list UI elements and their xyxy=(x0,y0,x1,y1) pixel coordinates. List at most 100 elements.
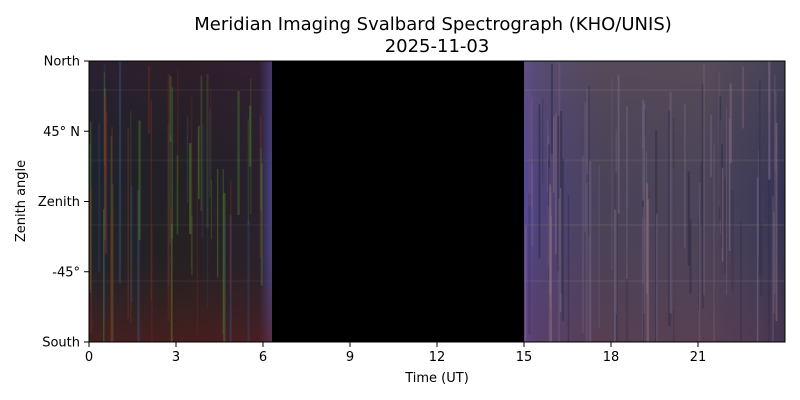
keogram-streak xyxy=(760,222,763,297)
keogram-streak xyxy=(531,163,534,247)
keogram-streak xyxy=(171,87,174,239)
keogram-streak xyxy=(547,144,550,207)
keogram-streak xyxy=(697,217,699,311)
keogram-streak xyxy=(189,143,192,235)
keogram-streak xyxy=(103,72,105,166)
keogram-band xyxy=(89,89,272,92)
keogram-streak xyxy=(646,199,650,342)
keogram-streak xyxy=(249,105,252,167)
keogram-streak xyxy=(718,72,720,207)
keogram-streak xyxy=(530,96,533,207)
keogram-streak xyxy=(190,97,193,269)
segment-keogram-0 xyxy=(89,61,272,342)
x-tick-label: 0 xyxy=(85,350,93,365)
keogram-streak xyxy=(103,217,105,321)
keogram-streak xyxy=(672,169,675,310)
keogram-streak xyxy=(201,123,204,239)
keogram-streak xyxy=(528,193,531,335)
keogram-streak xyxy=(772,195,774,342)
keogram-streak xyxy=(775,122,778,321)
keogram-streak xyxy=(259,115,262,259)
keogram-streak xyxy=(167,73,170,322)
keogram-band xyxy=(89,159,272,162)
keogram-streak xyxy=(719,96,722,221)
keogram-streak xyxy=(217,168,219,278)
keogram-streak xyxy=(739,221,742,342)
keogram-streak xyxy=(559,187,562,313)
segment-keogram-2 xyxy=(524,61,785,342)
keogram-streak xyxy=(689,219,692,294)
keogram-streak xyxy=(584,102,587,232)
keogram-streak xyxy=(700,161,703,227)
keogram-streak xyxy=(150,225,153,342)
keogram-streak xyxy=(229,215,232,342)
keogram-streak xyxy=(223,216,226,342)
keogram-streak xyxy=(655,130,658,342)
keogram-band xyxy=(524,89,785,92)
x-tick-label: 3 xyxy=(172,350,180,365)
keogram-streak xyxy=(546,120,549,193)
keogram-streak xyxy=(150,100,152,301)
keogram-streak xyxy=(538,104,541,259)
keogram-streak xyxy=(598,165,600,329)
keogram-streak xyxy=(90,188,93,334)
x-axis-label: Time (UT) xyxy=(404,371,469,386)
keogram-streak xyxy=(206,73,209,229)
keogram-streak xyxy=(111,126,113,342)
keogram-streak xyxy=(169,76,172,142)
keogram-streak xyxy=(773,74,776,294)
keogram-streak xyxy=(742,66,744,129)
keogram-streak xyxy=(772,211,775,313)
keogram-streak xyxy=(617,75,620,214)
keogram-streak xyxy=(759,80,761,277)
keogram-streak xyxy=(550,63,553,154)
keogram-streak xyxy=(177,69,179,181)
keogram-streak xyxy=(731,190,734,293)
keogram-streak xyxy=(206,207,209,310)
keogram-streak xyxy=(223,192,226,342)
keogram-streak xyxy=(260,147,262,211)
y-tick-label: -45° xyxy=(52,265,80,280)
keogram-streak xyxy=(644,110,646,342)
keogram-streak xyxy=(190,215,193,276)
keogram-streak xyxy=(542,98,544,185)
keogram-streak xyxy=(548,160,550,282)
chart-subtitle: 2025-11-03 xyxy=(385,36,490,57)
keogram-streak xyxy=(170,208,172,342)
keogram-streak xyxy=(103,209,105,342)
keogram-streak xyxy=(111,183,114,342)
x-tick-label: 9 xyxy=(346,350,354,365)
keogram-streak xyxy=(673,118,675,342)
keogram-streak xyxy=(613,209,617,342)
keogram-streak xyxy=(767,112,771,342)
keogram-band xyxy=(89,280,272,283)
keogram-streak xyxy=(725,108,728,295)
keogram-streak xyxy=(209,89,212,185)
keogram-streak xyxy=(524,225,527,342)
keogram-streak xyxy=(104,112,108,254)
keogram-streak xyxy=(127,127,129,319)
keogram-streak xyxy=(724,177,726,274)
keogram-streak xyxy=(586,89,588,175)
keogram-streak xyxy=(247,220,250,342)
keogram-streak xyxy=(118,61,122,284)
keogram-streak xyxy=(615,129,617,315)
keogram-streak xyxy=(130,185,133,303)
keogram-streak xyxy=(169,135,172,244)
x-tick-label: 18 xyxy=(603,350,620,365)
keogram-streak xyxy=(567,195,570,342)
keogram-streak xyxy=(713,143,715,342)
x-axis: 0 3 6 9 12 15 18 21 xyxy=(85,342,706,365)
y-axis-label: Zenith angle xyxy=(14,160,29,242)
keogram-streak xyxy=(558,198,560,342)
keogram-streak xyxy=(687,171,690,266)
keogram-streak xyxy=(615,171,618,342)
keogram-streak xyxy=(550,216,552,342)
y-tick-label: Zenith xyxy=(38,195,80,210)
chart-title-group: Meridian Imaging Svalbard Spectrograph (… xyxy=(194,14,672,57)
keogram-band xyxy=(524,280,785,283)
keogram-streak xyxy=(644,219,646,342)
keogram-streak xyxy=(683,103,686,248)
keogram-streak xyxy=(547,136,550,268)
